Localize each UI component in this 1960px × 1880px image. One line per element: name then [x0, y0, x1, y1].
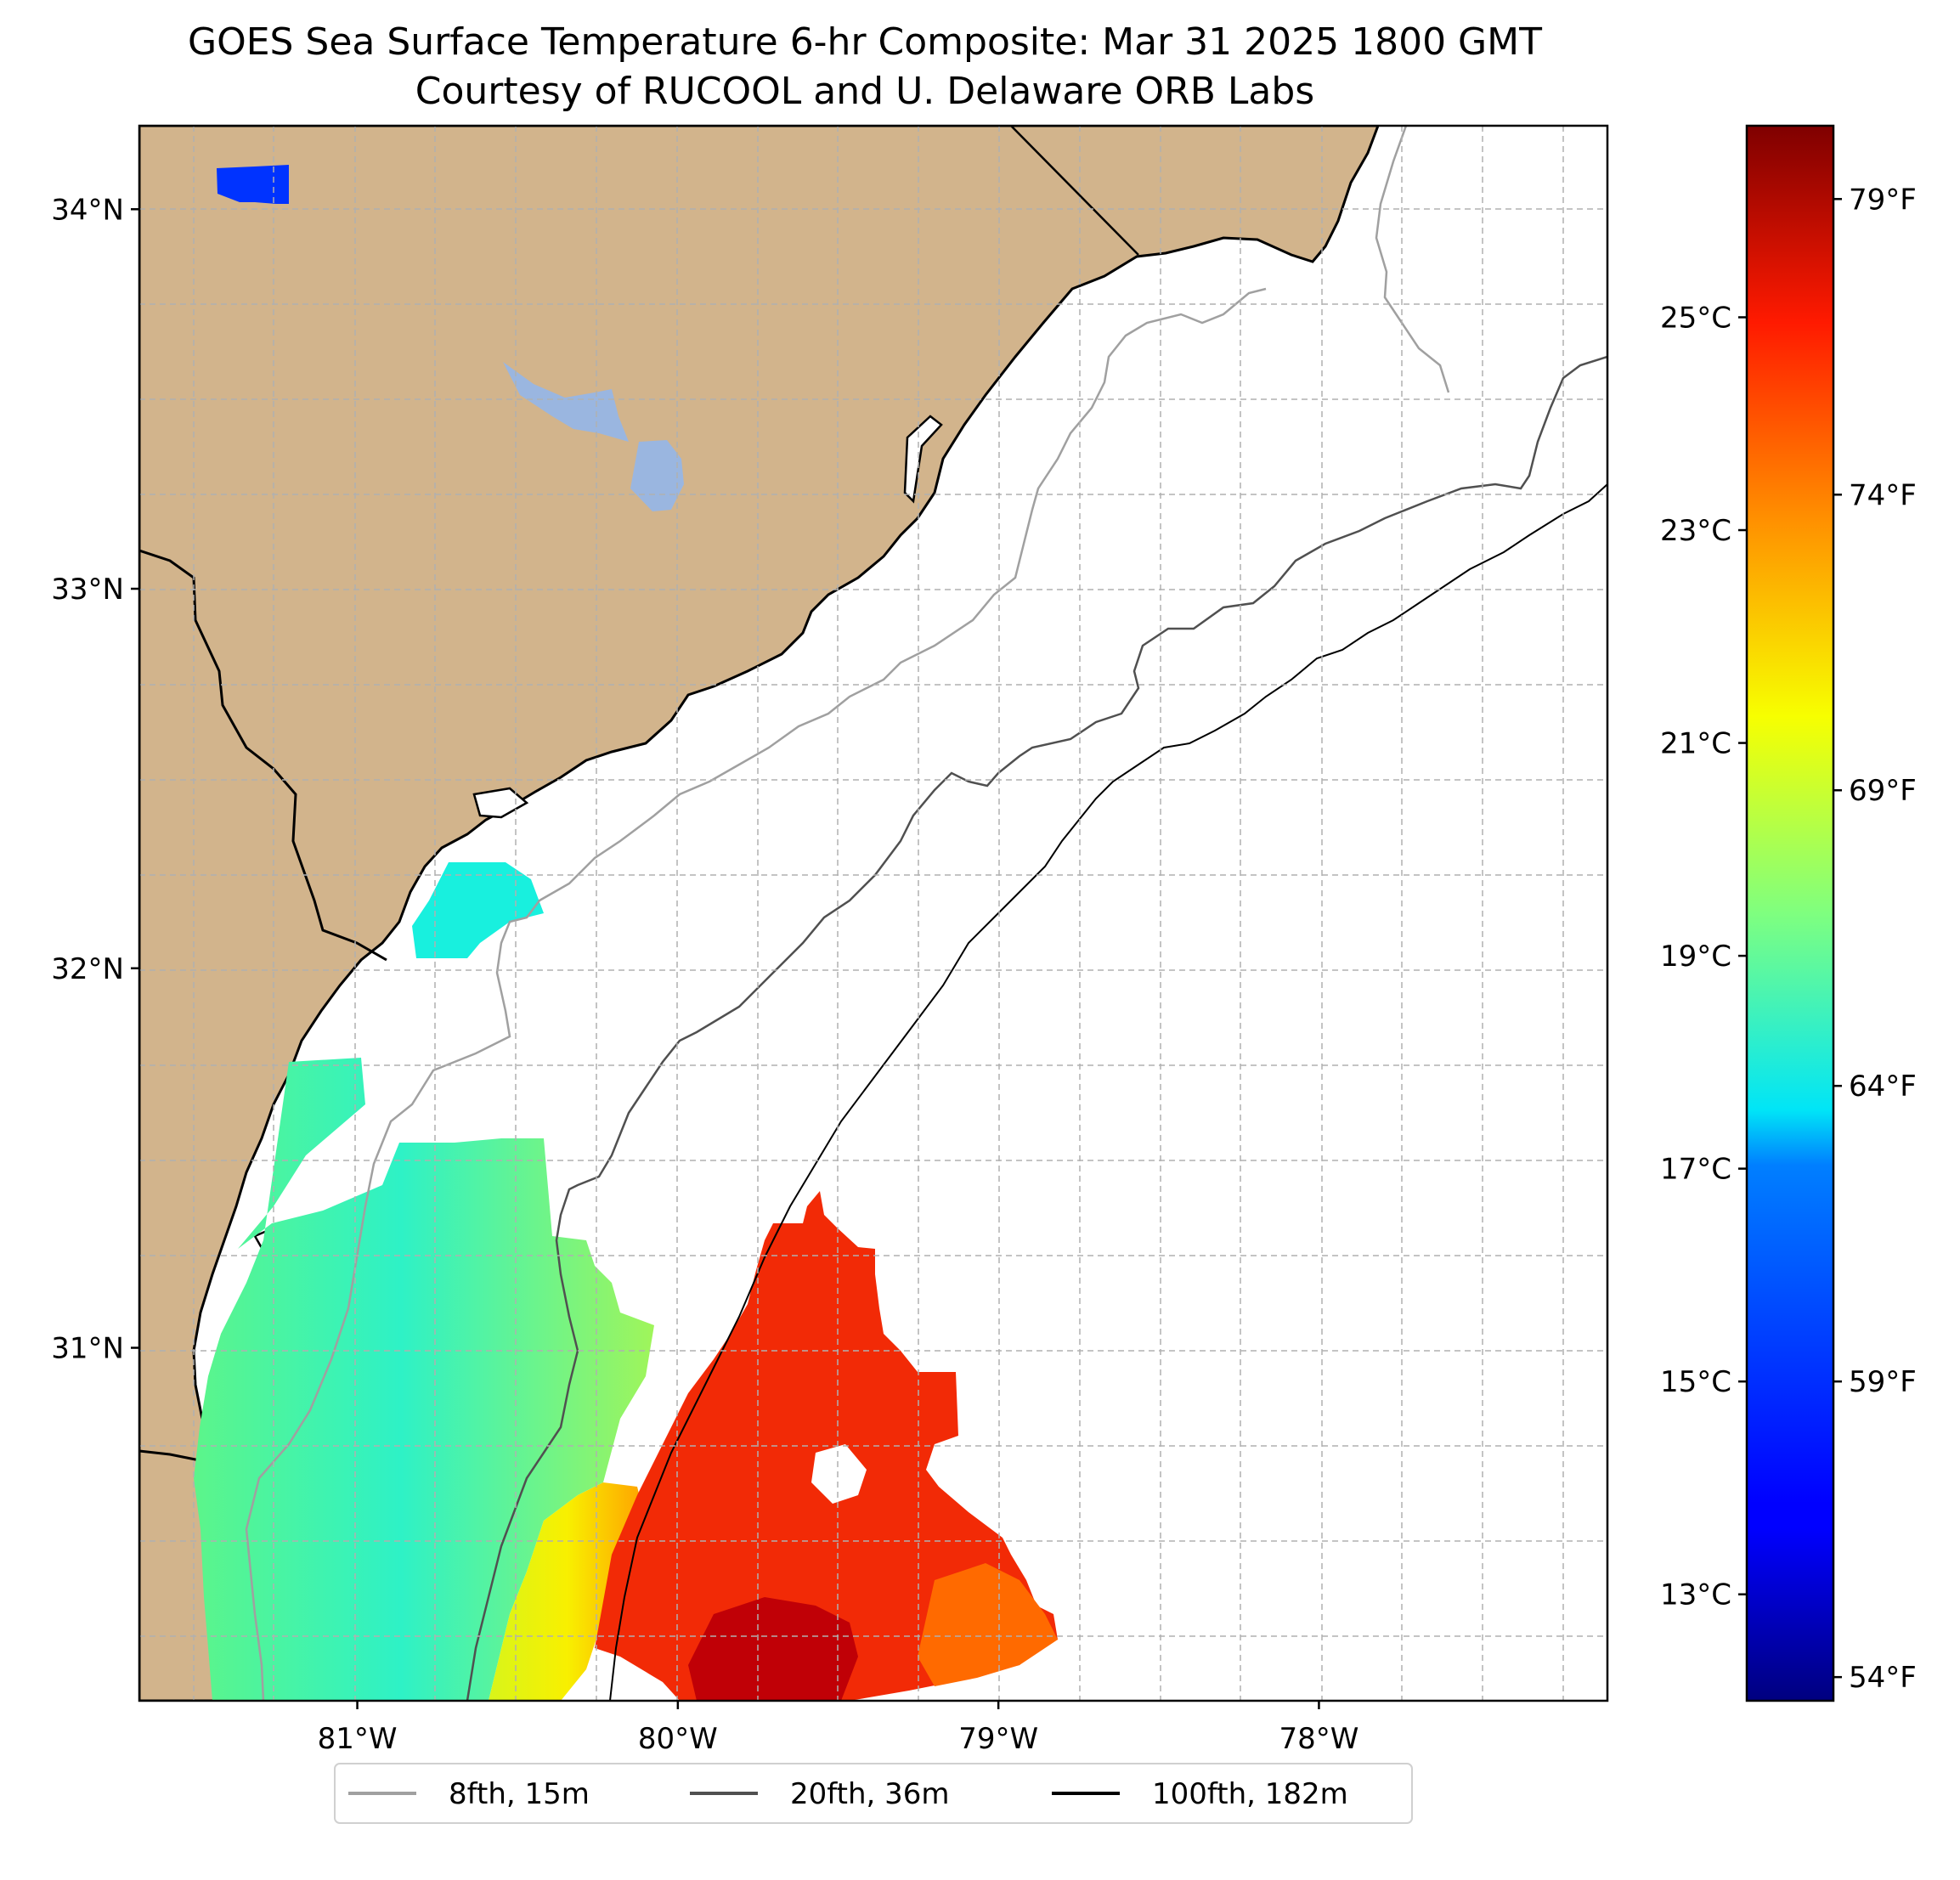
- celsius-tick-label: 19°C: [1660, 940, 1731, 974]
- fahrenheit-tick-label: 64°F: [1849, 1070, 1917, 1104]
- legend-label-36m: 20fth, 36m: [790, 1777, 950, 1811]
- celsius-tick-label: 15°C: [1660, 1365, 1731, 1399]
- celsius-tick-label: 25°C: [1660, 301, 1731, 335]
- sst-patch-cold-lake: [217, 165, 289, 204]
- map-frame: [138, 124, 1609, 1702]
- sst-patch-orange: [918, 1563, 1058, 1686]
- lat-tick-label: 33°N: [51, 573, 124, 607]
- chart-subtitle: Courtesy of RUCOOL and U. Delaware ORB L…: [415, 70, 1314, 113]
- celsius-tick-label: 23°C: [1660, 514, 1731, 548]
- colorbar-celsius-ticks: 13°C 15°C 17°C 19°C 21°C 23°C 25°C: [1660, 301, 1747, 1612]
- latitude-axis: 34°N 33°N 32°N 31°N: [51, 193, 139, 1366]
- celsius-tick-label: 13°C: [1660, 1578, 1731, 1612]
- lat-tick-label: 32°N: [51, 952, 124, 986]
- state-boundary: [1010, 126, 1139, 256]
- colorbar: 13°C 15°C 17°C 19°C 21°C 23°C 25°C 54°F 59°F 64°…: [1660, 124, 1917, 1702]
- legend: 8fth, 15m 20fth, 36m 100fth, 182m: [334, 1763, 1413, 1824]
- lon-tick-label: 78°W: [1279, 1722, 1358, 1756]
- fahrenheit-tick-label: 79°F: [1849, 183, 1917, 217]
- legend-box: [334, 1763, 1413, 1824]
- chart-title: GOES Sea Surface Temperature 6-hr Compos…: [188, 20, 1542, 64]
- celsius-tick-label: 21°C: [1660, 727, 1731, 761]
- legend-label-182m: 100fth, 182m: [1152, 1777, 1348, 1811]
- lake-moultrie: [630, 440, 684, 511]
- fahrenheit-tick-label: 74°F: [1849, 478, 1917, 512]
- legend-label-15m: 8fth, 15m: [449, 1777, 590, 1811]
- lat-tick-label: 31°N: [51, 1332, 124, 1366]
- isobath-182m: [609, 483, 1607, 1701]
- celsius-tick-label: 17°C: [1660, 1153, 1731, 1187]
- longitude-axis: 81°W 80°W 79°W 78°W: [318, 1701, 1358, 1756]
- lon-tick-label: 79°W: [958, 1722, 1038, 1756]
- sst-patch-west: [194, 1058, 654, 1701]
- lake-marion: [503, 362, 629, 442]
- sst-patch-yellow: [489, 1482, 646, 1701]
- fahrenheit-tick-label: 59°F: [1849, 1365, 1917, 1399]
- sst-patch-warmest: [688, 1597, 858, 1701]
- land-mass: [139, 126, 1380, 1701]
- isobath-36m: [466, 355, 1607, 1701]
- colorbar-fahrenheit-ticks: 54°F 59°F 64°F 69°F 74°F 79°F: [1833, 183, 1917, 1695]
- sst-cloud-gap: [811, 1444, 867, 1504]
- sst-patch-cool-coast: [412, 862, 544, 958]
- fahrenheit-tick-label: 69°F: [1849, 774, 1917, 808]
- inlet: [472, 787, 529, 819]
- state-boundary: [139, 1449, 205, 1463]
- isobath-15m: [245, 126, 1450, 1701]
- lon-tick-label: 81°W: [318, 1722, 398, 1756]
- fahrenheit-tick-label: 54°F: [1849, 1661, 1917, 1695]
- gridlines: [139, 126, 1607, 1701]
- colorbar-gradient: [1745, 124, 1835, 1702]
- lat-tick-label: 34°N: [51, 193, 124, 227]
- lon-tick-label: 80°W: [638, 1722, 718, 1756]
- map-panel: [139, 126, 1607, 1701]
- barrier-island-gap: [903, 415, 943, 504]
